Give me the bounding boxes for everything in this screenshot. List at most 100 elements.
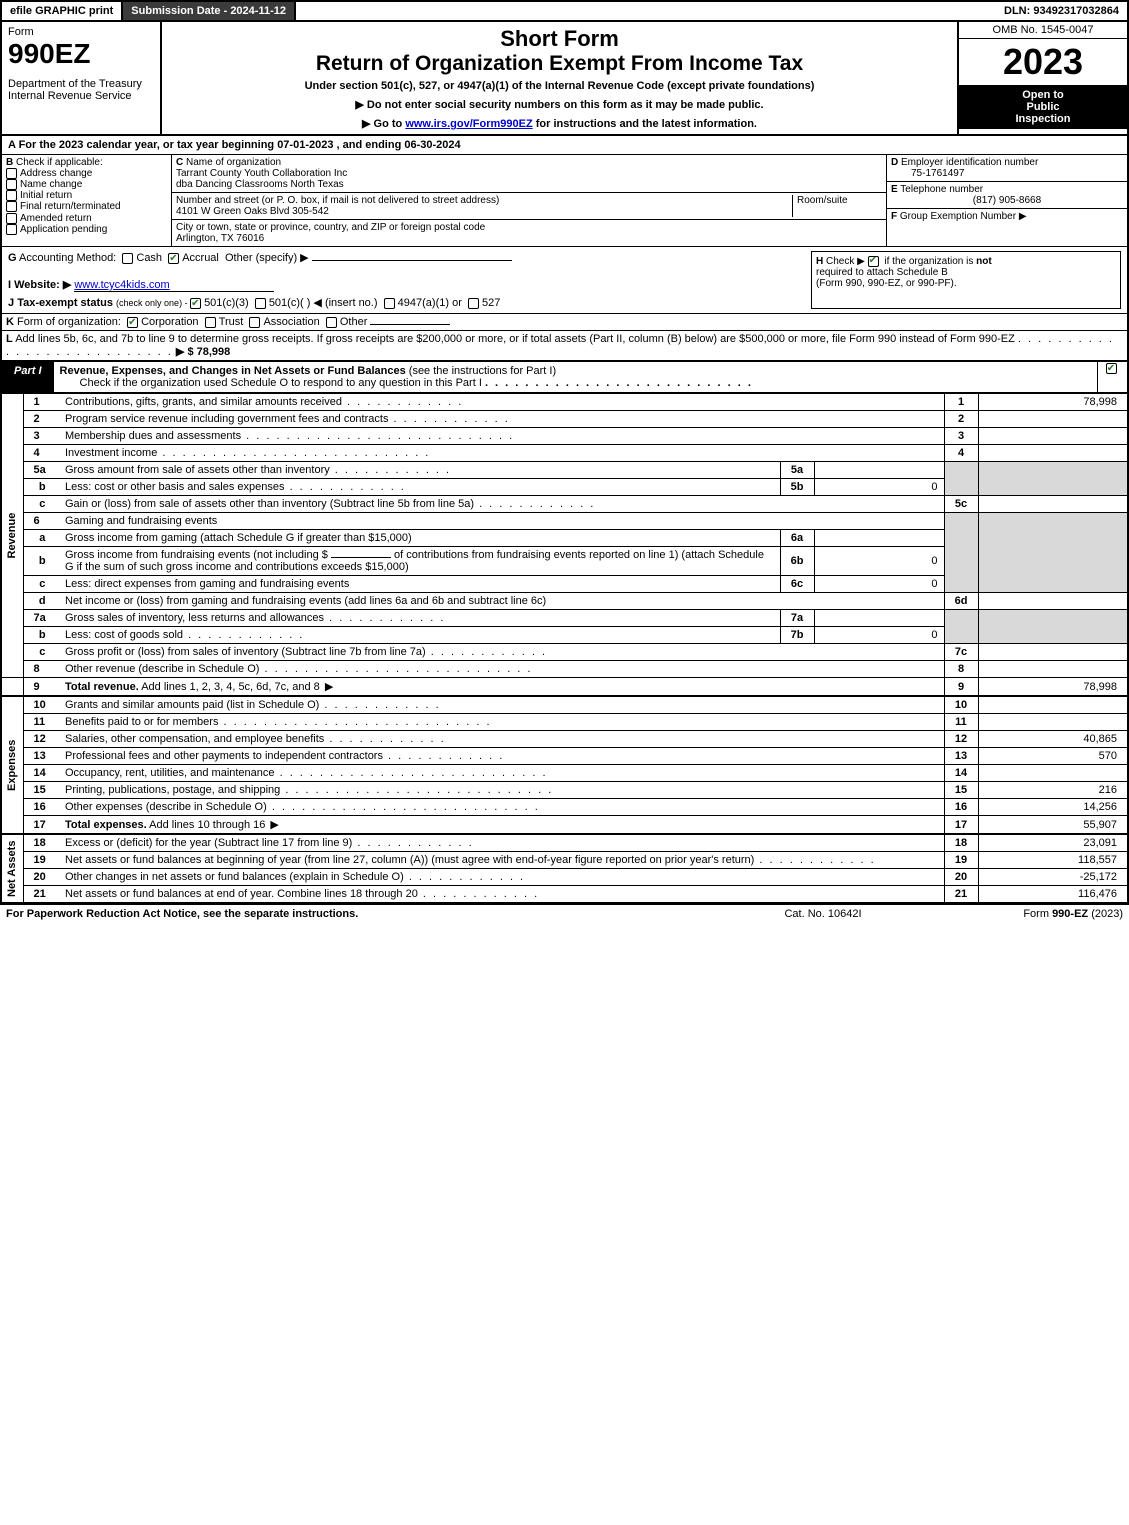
header-right: OMB No. 1545-0047 2023 Open to Public In…: [957, 22, 1127, 134]
line-18: Net Assets 18 Excess or (deficit) for th…: [1, 834, 1128, 852]
phone-value: (817) 905-8668: [891, 195, 1123, 206]
shade-7: [944, 610, 978, 644]
chk-address-change[interactable]: [6, 168, 17, 179]
chk-cash[interactable]: [122, 253, 133, 264]
j-o2: 501(c)( ) ◀ (insert no.): [269, 297, 378, 309]
line-20: 20 Other changes in net assets or fund b…: [1, 869, 1128, 886]
section-g-i-j: G Accounting Method: Cash Accrual Other …: [8, 251, 803, 309]
k-label: K: [6, 316, 14, 328]
c-addr-block: Number and street (or P. O. box, if mail…: [172, 193, 886, 220]
l1-rl: 1: [944, 394, 978, 411]
part1-body: Revenue 1 Contributions, gifts, grants, …: [0, 394, 1129, 904]
l3-num: 3: [23, 428, 61, 445]
l3-desc: Membership dues and assessments: [65, 430, 241, 442]
j-sub: (check only one) -: [116, 298, 190, 308]
chk-other-org[interactable]: [326, 317, 337, 328]
chk-corporation[interactable]: [127, 317, 138, 328]
chk-app-pending[interactable]: [6, 224, 17, 235]
dots-arrow-icon: [320, 681, 336, 693]
header-left: Form 990EZ Department of the Treasury In…: [2, 22, 162, 134]
dln-label: DLN: 93492317032864: [996, 2, 1127, 20]
website-link[interactable]: www.tcyc4kids.com: [74, 279, 274, 292]
chk-accrual[interactable]: [168, 253, 179, 264]
footer-right-pre: Form: [1023, 908, 1052, 920]
c-addr-lbl: Number and street (or P. O. box, if mail…: [176, 195, 499, 206]
section-i: I Website: ▶ www.tcyc4kids.com: [8, 278, 803, 292]
footer-right-form: 990-EZ: [1052, 908, 1088, 920]
l18-rv: 23,091: [978, 834, 1128, 852]
l6b-amount-field[interactable]: [331, 557, 391, 558]
dots-icon: [342, 396, 463, 408]
l6a-ml: 6a: [780, 530, 814, 547]
shade-6: [944, 513, 978, 593]
side-revenue: Revenue: [1, 394, 23, 678]
part1-tab: Part I: [2, 362, 54, 392]
k-text: Form of organization:: [17, 316, 121, 328]
l11-rl: 11: [944, 714, 978, 731]
dots-icon: [324, 612, 445, 624]
part1-title-wrap: Revenue, Expenses, and Changes in Net As…: [54, 362, 1097, 392]
h-text: Check ▶: [826, 256, 868, 267]
l9-desc: Total revenue.: [65, 681, 139, 693]
dots-icon: [418, 888, 539, 900]
l14-desc: Occupancy, rent, utilities, and maintena…: [65, 767, 275, 779]
dots-icon: [754, 854, 875, 866]
l11-rv: [978, 714, 1128, 731]
chk-501c3[interactable]: [190, 298, 201, 309]
l6d-rv: [978, 593, 1128, 610]
h-line3: (Form 990, 990-EZ, or 990-PF).: [816, 278, 957, 289]
line-21: 21 Net assets or fund balances at end of…: [1, 886, 1128, 904]
g-other: Other (specify) ▶: [225, 252, 309, 264]
l16-rv: 14,256: [978, 799, 1128, 816]
l5a-num: 5a: [23, 462, 61, 479]
l6c-num: c: [23, 576, 61, 593]
l18-rl: 18: [944, 834, 978, 852]
l11-num: 11: [23, 714, 61, 731]
part1-check-cell: [1097, 362, 1127, 392]
line-7c: c Gross profit or (loss) from sales of i…: [1, 644, 1128, 661]
chk-h[interactable]: [868, 256, 879, 267]
line-1: Revenue 1 Contributions, gifts, grants, …: [1, 394, 1128, 411]
chk-association[interactable]: [249, 317, 260, 328]
g-label: G: [8, 252, 17, 264]
g-accrual: Accrual: [182, 252, 219, 264]
b-label: B: [6, 157, 13, 168]
irs-link[interactable]: www.irs.gov/Form990EZ: [405, 118, 532, 130]
chk-final-return[interactable]: [6, 201, 17, 212]
b-item-3: Final return/terminated: [20, 202, 121, 213]
line-10: Expenses 10 Grants and similar amounts p…: [1, 696, 1128, 714]
l17-rl: 17: [944, 816, 978, 835]
l4-rl: 4: [944, 445, 978, 462]
chk-527[interactable]: [468, 298, 479, 309]
dots-icon: [259, 663, 532, 675]
l10-rl: 10: [944, 696, 978, 714]
l20-rl: 20: [944, 869, 978, 886]
chk-schedule-o[interactable]: [1106, 363, 1117, 374]
l16-desc: Other expenses (describe in Schedule O): [65, 801, 267, 813]
chk-name-change[interactable]: [6, 179, 17, 190]
chk-initial-return[interactable]: [6, 190, 17, 201]
j-text: Tax-exempt status: [17, 297, 113, 309]
l7a-desc: Gross sales of inventory, less returns a…: [65, 612, 324, 624]
dots-icon: [426, 646, 547, 658]
l20-desc: Other changes in net assets or fund bala…: [65, 871, 404, 883]
section-g: G Accounting Method: Cash Accrual Other …: [8, 251, 803, 264]
chk-trust[interactable]: [205, 317, 216, 328]
chk-4947[interactable]: [384, 298, 395, 309]
chk-501c[interactable]: [255, 298, 266, 309]
shade-6v: [978, 513, 1128, 593]
chk-amended-return[interactable]: [6, 213, 17, 224]
section-j: J Tax-exempt status (check only one) - 5…: [8, 296, 803, 309]
dots-icon: [241, 430, 514, 442]
c-city-block: City or town, state or province, country…: [172, 220, 886, 246]
l12-desc: Salaries, other compensation, and employ…: [65, 733, 324, 745]
l8-rl: 8: [944, 661, 978, 678]
g-other-field[interactable]: [312, 260, 512, 261]
section-e: E Telephone number (817) 905-8668: [887, 182, 1127, 209]
l18-desc: Excess or (deficit) for the year (Subtra…: [65, 837, 352, 849]
l12-num: 12: [23, 731, 61, 748]
l6b-ml: 6b: [780, 547, 814, 576]
part1-title: Revenue, Expenses, and Changes in Net As…: [60, 365, 406, 377]
c-label: C: [176, 157, 183, 168]
k-other-field[interactable]: [370, 324, 450, 325]
